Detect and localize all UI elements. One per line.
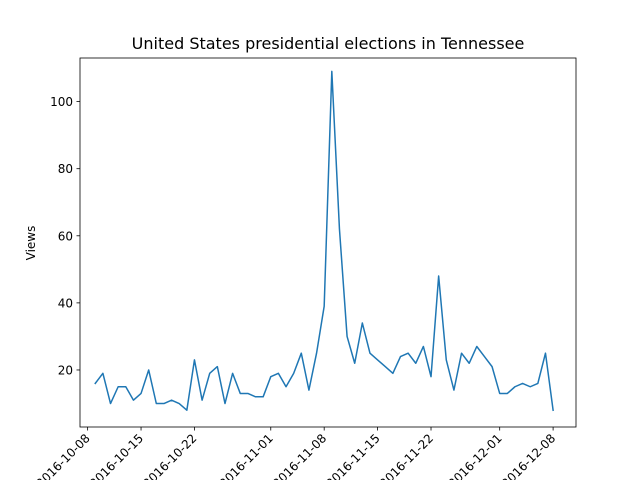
- x-tick-label-2016-10-08: 2016-10-08: [34, 431, 93, 480]
- y-tick-label-80: 80: [58, 162, 73, 176]
- x-tick-label-2016-11-15: 2016-11-15: [324, 431, 383, 480]
- axes-frame: [79, 57, 577, 428]
- y-tick-label-100: 100: [50, 95, 73, 109]
- x-tick-label-2016-11-22: 2016-11-22: [377, 431, 436, 480]
- x-tick-label-2016-11-01: 2016-11-01: [217, 431, 276, 480]
- y-axis-label: Views: [24, 226, 38, 261]
- x-tick-label-2016-12-01: 2016-12-01: [446, 431, 505, 480]
- x-tick-label-2016-12-08: 2016-12-08: [499, 431, 558, 480]
- y-tick-label-60: 60: [58, 229, 73, 243]
- chart-title: United States presidential elections in …: [132, 34, 525, 53]
- y-tick-label-20: 20: [58, 363, 73, 377]
- x-tick-label-2016-11-08: 2016-11-08: [270, 431, 329, 480]
- x-tick-label-2016-10-22: 2016-10-22: [140, 431, 199, 480]
- series-line-0: [94, 70, 554, 412]
- x-tick-label-2016-10-15: 2016-10-15: [87, 431, 146, 480]
- y-tick-label-40: 40: [58, 296, 73, 310]
- plot-area: 20 40 60 80 100 2016-10-082016-10-152016-10-2…: [34, 57, 577, 480]
